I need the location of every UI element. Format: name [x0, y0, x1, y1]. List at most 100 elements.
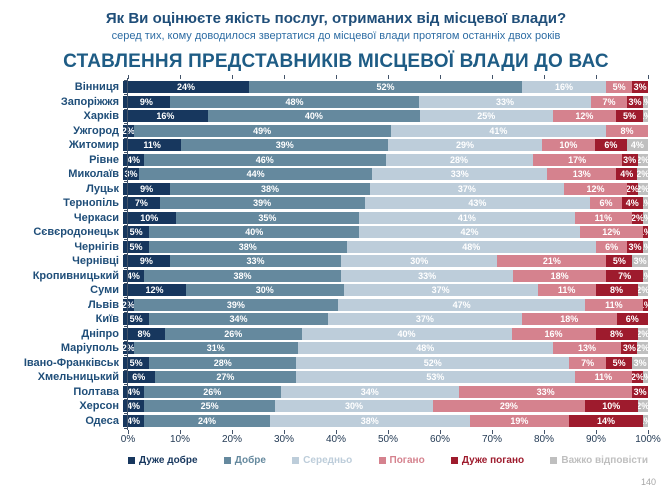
bar-segment: 5%: [123, 240, 149, 253]
bar-segment: 12%: [123, 284, 186, 297]
tick-mark: [648, 75, 649, 79]
bar-segment: 42%: [359, 226, 580, 239]
bar-segment: 30%: [341, 255, 498, 268]
category-label: Миколаїв: [68, 168, 119, 181]
category-label: Рівне: [89, 153, 119, 166]
bar-segment: 11%: [574, 371, 633, 384]
bar-segment: 29%: [432, 400, 585, 413]
category-label: Черкаси: [73, 211, 119, 224]
header: Як Ви оцінюєте якість послуг, отриманих …: [0, 0, 672, 42]
bar-segment: 24%: [144, 414, 270, 427]
bar-segment: 2%: [637, 400, 648, 413]
bar-segment: 48%: [298, 342, 553, 355]
chart-row: Херсон 4%25%30%29%10%2%: [0, 399, 648, 414]
bar-segment: 4%: [621, 197, 643, 210]
chart-rows: Вінниця 24% 52% 16% 5% 3% Запоріжжя 9% 48% 33% 7% 3…: [0, 80, 649, 428]
category-label: Чернівці: [72, 255, 119, 268]
bar-segment: 1%: [642, 110, 648, 123]
bar-segment: 2%: [632, 371, 643, 384]
category-label: Полтава: [73, 385, 119, 398]
bar-segment: 7%: [590, 95, 628, 108]
bar-segment: 8%: [606, 124, 648, 137]
bar-segment: 41%: [390, 124, 606, 137]
chart-title: СТАВЛЕННЯ ПРЕДСТАВНИКІВ МІСЦЕВОЇ ВЛАДИ Д…: [63, 51, 609, 72]
bar-segment: 2%: [637, 153, 648, 166]
page-number: 140: [640, 477, 656, 487]
category-label: Запоріжжя: [60, 95, 119, 108]
x-axis-label: 90%: [585, 434, 607, 445]
x-axis-label: 80%: [533, 434, 555, 445]
bar-segment: 3%: [632, 81, 648, 94]
bar-segment: 6%: [596, 240, 628, 253]
bar-segment: 5%: [606, 81, 633, 94]
bar-segment: 2%: [632, 211, 643, 224]
category-label: Суми: [90, 284, 119, 297]
bar-segment: 33%: [419, 95, 591, 108]
bar-segment: 48%: [169, 95, 420, 108]
bar-segment: 9%: [123, 95, 170, 108]
tick-mark: [440, 75, 441, 79]
bar-segment: 2%: [637, 182, 648, 195]
bar-segment: 33%: [372, 168, 548, 181]
legend-label: Дуже погано: [461, 455, 525, 466]
bar-segment: 21%: [497, 255, 607, 268]
bar-segment: 38%: [148, 240, 347, 253]
bar-segment: 1%: [642, 95, 648, 108]
bar-segment: 38%: [270, 414, 470, 427]
bar-segment: 25%: [419, 110, 553, 123]
category-label: Житомир: [68, 139, 119, 152]
stacked-bar: 2%31%48%13%3%2%: [123, 342, 648, 355]
bar-segment: 10%: [123, 211, 176, 224]
bar-segment: 2%: [637, 342, 648, 355]
legend-label: Дуже добре: [139, 455, 198, 466]
category-label: Київ: [95, 313, 119, 326]
x-axis-label: 40%: [325, 434, 347, 445]
stacked-bar: 7%39%43%6%4%1%: [123, 197, 648, 210]
tick-mark: [492, 75, 493, 79]
category-label: Херсон: [79, 400, 119, 413]
stacked-bar: 8%26%40%16%8%2%: [123, 327, 648, 340]
bar-segment: 2%: [123, 124, 134, 137]
stacked-bar-chart: Вінниця 24% 52% 16% 5% 3% Запоріжжя 9% 48% 33% 7% 3…: [0, 75, 661, 466]
bar-segment: 17%: [532, 153, 622, 166]
bar-segment: 7%: [606, 269, 643, 282]
bar-segment: 26%: [144, 385, 281, 398]
question-title: Як Ви оцінюєте якість послуг, отриманих …: [105, 10, 567, 27]
tick-mark: [596, 75, 597, 79]
bar-segment: 3%: [632, 385, 648, 398]
chart-row: Запоріжжя 9%48%33%7%3%1%: [0, 95, 648, 110]
tick-mark: [336, 75, 337, 79]
bar-segment: 2%: [637, 327, 648, 340]
category-label: Тернопіль: [63, 197, 119, 210]
bar-segment: 33%: [341, 269, 513, 282]
chart-row: Ужгород 2%49%41%8%: [0, 124, 648, 139]
stacked-bar: 12%30%37%11%8%2%: [123, 284, 648, 297]
legend-item: Важко відповісти: [550, 455, 648, 466]
chart-row: Тернопіль 7%39%43%6%4%1%: [0, 196, 648, 211]
stacked-bar: 10%35%41%11%2%1%: [123, 211, 648, 224]
bar-segment: 4%: [616, 168, 638, 181]
bar-segment: 4%: [123, 400, 144, 413]
legend-item: Добре: [223, 455, 266, 466]
chart-row: Миколаїв 3%44%33%13%4%2%: [0, 167, 648, 182]
bar-segment: 40%: [301, 327, 512, 340]
legend-swatch: [223, 457, 231, 464]
bar-segment: 7%: [123, 197, 160, 210]
bar-segment: 1%: [642, 211, 648, 224]
legend-swatch: [128, 457, 135, 464]
bar-segment: 25%: [144, 400, 276, 413]
bar-segment: 3%: [632, 356, 648, 369]
bar-segment: 10%: [585, 400, 638, 413]
stacked-bar: 5%38%48%6%3%1%: [123, 240, 648, 253]
bar-segment: 1%: [642, 226, 648, 239]
bar-segment: 4%: [123, 153, 144, 166]
category-label: Сєвєродонецьк: [33, 226, 119, 239]
bar-segment: 2%: [637, 168, 648, 181]
bar-segment: 2%: [123, 298, 134, 311]
category-label: Одеса: [85, 414, 119, 427]
stacked-bar: 24% 52% 16% 5% 3%: [123, 81, 648, 94]
legend-label: Погано: [389, 455, 425, 466]
